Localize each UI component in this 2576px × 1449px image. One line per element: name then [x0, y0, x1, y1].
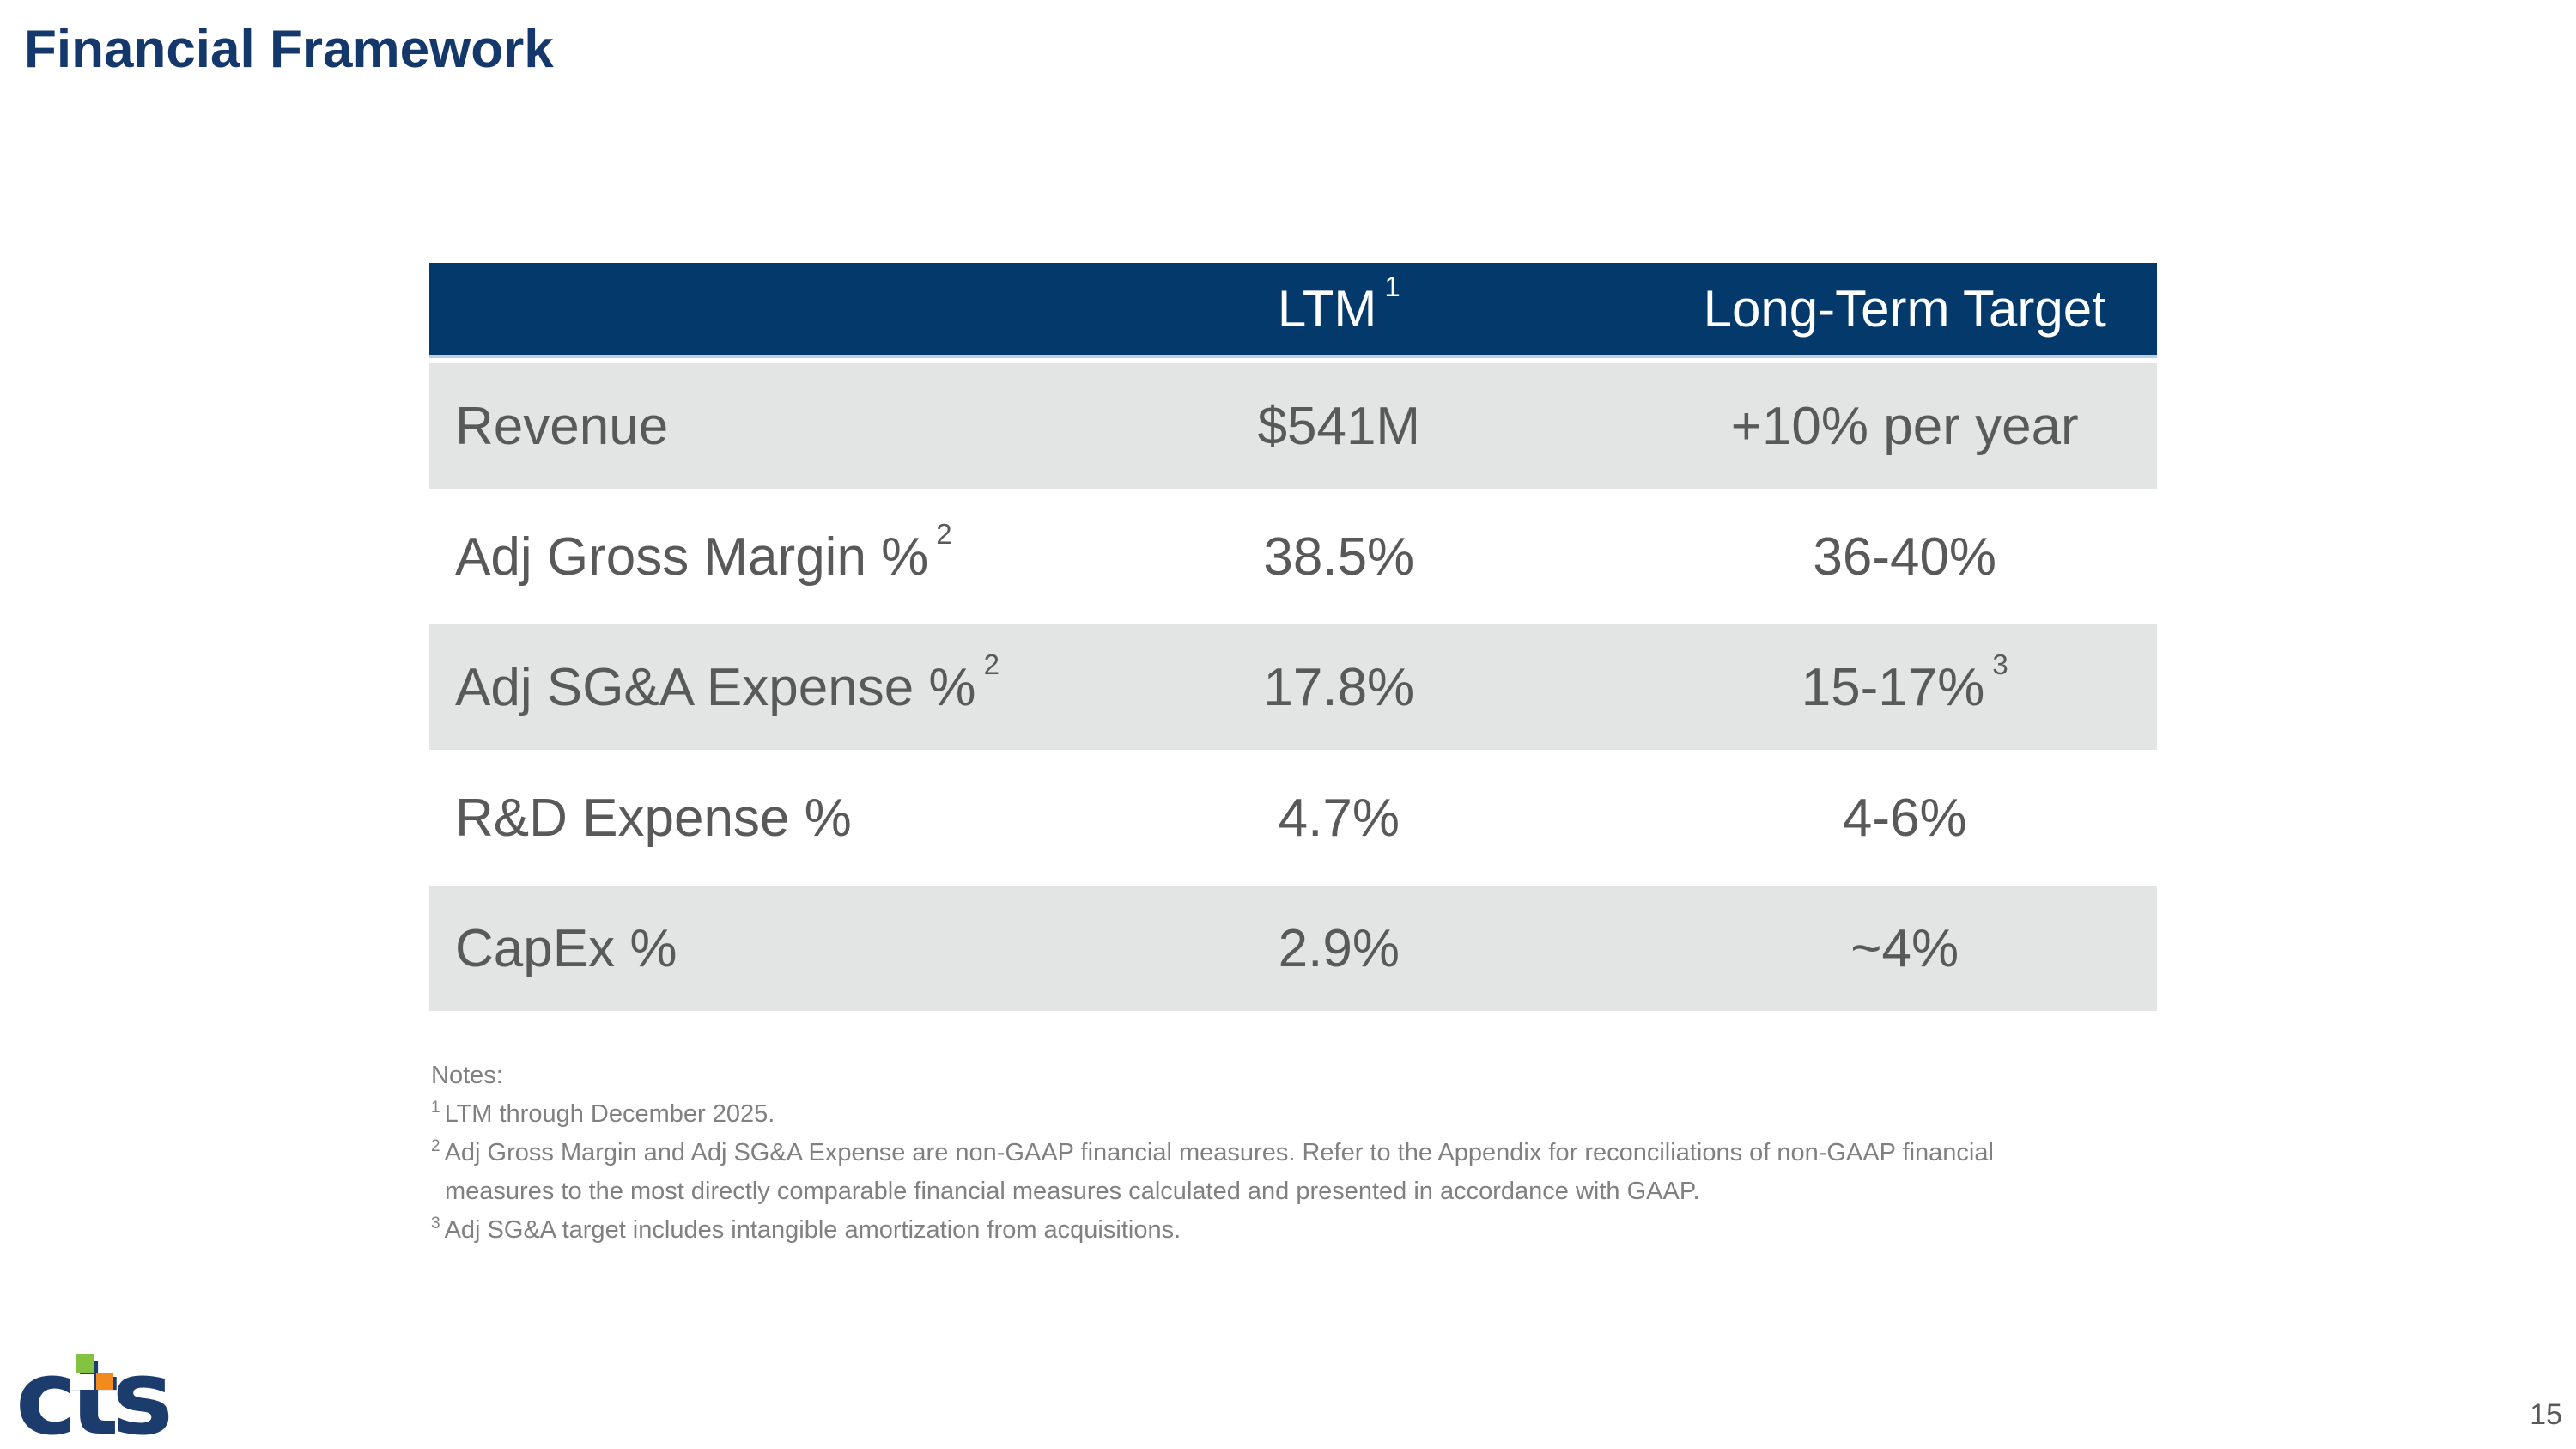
ltm-value: 2.9% [1278, 918, 1400, 978]
page-number: 15 [2530, 1398, 2562, 1431]
row-label: Adj SG&A Expense % [455, 657, 976, 717]
header-cell-ltm: LTM 1 [1277, 270, 1400, 338]
page-title: Financial Framework [24, 20, 554, 79]
row-label: Revenue [455, 396, 669, 456]
table-row-adj-gross-margin: Adj Gross Margin % 2 38.5% 36-40% [429, 494, 2157, 619]
target-value: 36-40% [1813, 527, 1997, 587]
table-row-capex: CapEx % 2.9% ~4% [429, 886, 2157, 1011]
ltm-value-cell: 38.5% [1025, 494, 1652, 619]
cts-logo-letters: cts [15, 1339, 168, 1446]
logo-mask [70, 1374, 94, 1390]
target-value-cell: ~4% [1652, 886, 2157, 1011]
table-row-adj-sga-expense: Adj SG&A Expense % 2 17.8% 15-17% 3 [429, 624, 2157, 750]
footnote-1: 1 LTM through December 2025. [431, 1095, 2105, 1134]
row-label: Adj Gross Margin % [455, 527, 929, 587]
ltm-value-cell: 4.7% [1025, 755, 1652, 880]
table-row-rd-expense: R&D Expense % 4.7% 4-6% [429, 755, 2157, 880]
table-header-row: LTM 1 Long-Term Target [429, 263, 2157, 358]
footnote-3-marker: 3 [431, 1215, 440, 1233]
row-label: R&D Expense % [455, 788, 852, 848]
footnote-3-text: Adj SG&A target includes intangible amor… [444, 1216, 1182, 1244]
target-value: ~4% [1850, 918, 1959, 978]
row-label-cell: Adj SG&A Expense % 2 [455, 648, 999, 717]
footnote-1-text: LTM through December 2025. [444, 1100, 775, 1128]
footnote-3: 3 Adj SG&A target includes intangible amo… [431, 1211, 2105, 1250]
ltm-value: 4.7% [1278, 788, 1400, 848]
target-value-cell: 4-6% [1652, 755, 2157, 880]
footnote-2: 2 Adj Gross Margin and Adj SG&A Expense a… [431, 1134, 2105, 1211]
logo-orange-square [96, 1373, 113, 1390]
header-cell-long-term-target: Long-Term Target [1652, 263, 2157, 355]
footnote-2-marker: 2 [431, 1137, 440, 1156]
target-value-cell: +10% per year [1652, 363, 2157, 489]
footnote-1-marker: 1 [431, 1099, 440, 1117]
row-label-cell: Revenue [429, 363, 1025, 489]
target-value: +10% per year [1730, 396, 2079, 456]
table-row-revenue: Revenue $541M +10% per year [429, 363, 2157, 489]
row-label-cell: R&D Expense % [429, 755, 1025, 880]
ltm-column-header: LTM [1277, 280, 1377, 338]
target-value: 15-17% [1801, 657, 1985, 717]
financial-framework-table: LTM 1 Long-Term Target Revenue $541M +10… [429, 263, 2157, 1011]
cts-logo: cts [15, 1339, 175, 1446]
ltm-value-cell: 2.9% [1025, 886, 1652, 1011]
header-cell-empty [429, 263, 1025, 355]
footnotes: Notes: 1 LTM through December 2025. 2 Adj … [431, 1056, 2105, 1250]
target-value-cell: 36-40% [1652, 494, 2157, 619]
logo-green-square [76, 1354, 94, 1373]
long-term-target-column-header: Long-Term Target [1703, 280, 2106, 338]
footnote-2-text: Adj Gross Margin and Adj SG&A Expense ar… [444, 1139, 1994, 1205]
ltm-value: 17.8% [1263, 657, 1415, 717]
ltm-value: $541M [1257, 396, 1421, 456]
ltm-value-cell: 17.8% [1025, 624, 1652, 750]
footnotes-heading: Notes: [431, 1062, 503, 1089]
row-label-cell: CapEx % [429, 886, 1025, 1011]
row-label-cell: Adj Gross Margin % 2 [455, 518, 952, 587]
target-value: 4-6% [1842, 788, 1967, 848]
row-label: CapEx % [455, 918, 677, 978]
ltm-value-cell: $541M [1025, 363, 1652, 489]
ltm-value: 38.5% [1263, 527, 1415, 587]
target-value-cell: 15-17% 3 [1801, 648, 2008, 717]
